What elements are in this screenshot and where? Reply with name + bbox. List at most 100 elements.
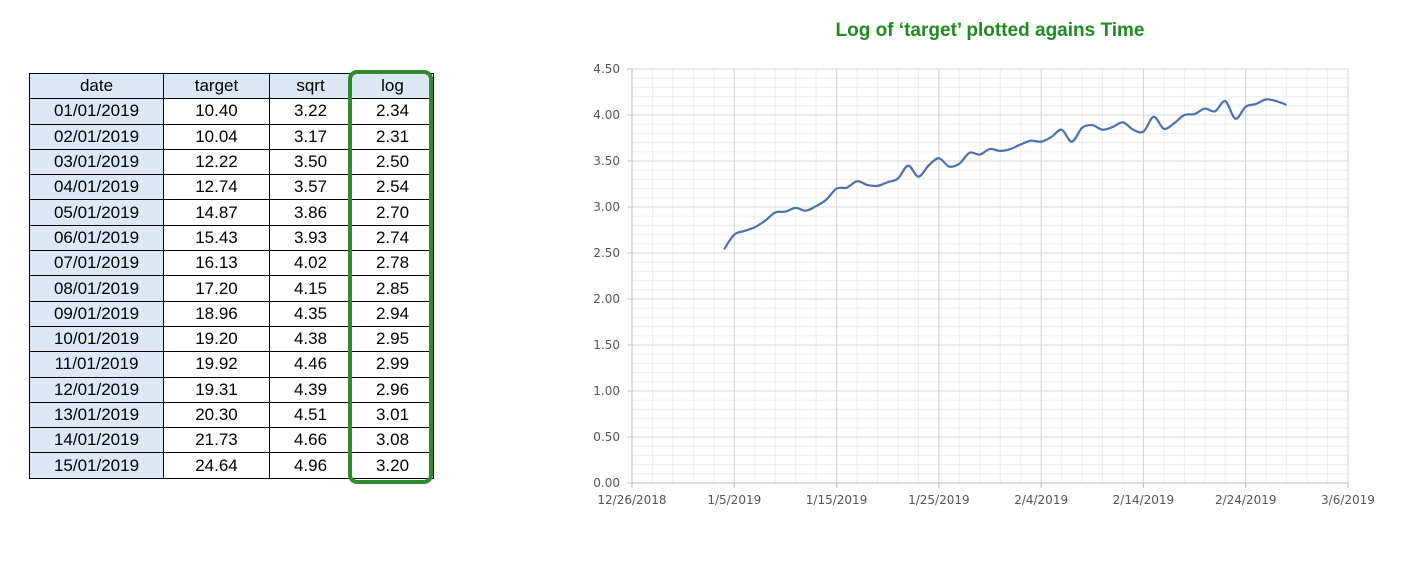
y-tick-label: 0.00: [593, 476, 620, 490]
header-sqrt[interactable]: sqrt: [269, 72, 352, 100]
cell-date[interactable]: 01/01/2019: [29, 98, 164, 125]
cell-log[interactable]: 2.74: [351, 224, 434, 252]
cell-log[interactable]: 2.78: [351, 250, 434, 277]
cell-target[interactable]: 24.64: [163, 452, 270, 479]
table-row: 10/01/2019 19.20 4.38 2.95: [29, 325, 434, 353]
cell-date[interactable]: 15/01/2019: [29, 452, 164, 479]
data-table: date target sqrt log 01/01/2019 10.40 3.22…: [29, 72, 434, 479]
cell-log[interactable]: 2.50: [351, 148, 434, 176]
table-header-row: date target sqrt log: [29, 72, 434, 100]
cell-date[interactable]: 05/01/2019: [29, 199, 164, 226]
table-row: 06/01/2019 15.43 3.93 2.74: [29, 224, 434, 252]
cell-target[interactable]: 17.20: [163, 275, 270, 302]
table-row: 13/01/2019 20.30 4.51 3.01: [29, 401, 434, 429]
x-tick-label: 12/26/2018: [597, 493, 666, 507]
table-row: 14/01/2019 21.73 4.66 3.08: [29, 427, 434, 454]
x-tick-label: 1/25/2019: [908, 493, 970, 507]
y-tick-label: 1.00: [593, 384, 620, 398]
cell-target[interactable]: 19.20: [163, 325, 270, 353]
y-tick-label: 4.00: [593, 108, 620, 122]
cell-sqrt[interactable]: 3.17: [269, 123, 352, 150]
y-tick-label: 0.50: [593, 430, 620, 444]
cell-sqrt[interactable]: 3.86: [269, 199, 352, 226]
cell-target[interactable]: 12.22: [163, 148, 270, 176]
x-tick-label: 1/5/2019: [707, 493, 761, 507]
y-tick-label: 4.50: [593, 62, 620, 76]
x-tick-label: 2/4/2019: [1014, 493, 1068, 507]
cell-target[interactable]: 19.31: [163, 376, 270, 403]
cell-date[interactable]: 02/01/2019: [29, 123, 164, 150]
cell-log[interactable]: 3.20: [351, 452, 434, 479]
cell-log[interactable]: 3.01: [351, 401, 434, 429]
cell-log[interactable]: 2.99: [351, 351, 434, 378]
y-tick-label: 3.50: [593, 154, 620, 168]
cell-sqrt[interactable]: 3.50: [269, 148, 352, 176]
cell-date[interactable]: 06/01/2019: [29, 224, 164, 252]
cell-target[interactable]: 21.73: [163, 427, 270, 454]
table-row: 12/01/2019 19.31 4.39 2.96: [29, 376, 434, 403]
x-tick-label: 1/15/2019: [806, 493, 868, 507]
cell-date[interactable]: 13/01/2019: [29, 401, 164, 429]
table-row: 11/01/2019 19.92 4.46 2.99: [29, 351, 434, 378]
cell-log[interactable]: 2.96: [351, 376, 434, 403]
cell-date[interactable]: 11/01/2019: [29, 351, 164, 378]
table-row: 01/01/2019 10.40 3.22 2.34: [29, 98, 434, 125]
cell-log[interactable]: 2.95: [351, 325, 434, 353]
cell-target[interactable]: 10.40: [163, 98, 270, 125]
data-table-container: date target sqrt log 01/01/2019 10.40 3.22…: [29, 72, 434, 479]
cell-date[interactable]: 04/01/2019: [29, 174, 164, 201]
cell-log[interactable]: 2.70: [351, 199, 434, 226]
cell-date[interactable]: 08/01/2019: [29, 275, 164, 302]
cell-log[interactable]: 2.85: [351, 275, 434, 302]
header-log[interactable]: log: [351, 72, 434, 100]
cell-sqrt[interactable]: 4.51: [269, 401, 352, 429]
cell-log[interactable]: 2.31: [351, 123, 434, 150]
cell-sqrt[interactable]: 4.02: [269, 250, 352, 277]
x-tick-label: 2/14/2019: [1113, 493, 1175, 507]
cell-sqrt[interactable]: 4.35: [269, 300, 352, 327]
x-tick-label: 3/6/2019: [1321, 493, 1375, 507]
cell-target[interactable]: 14.87: [163, 199, 270, 226]
cell-log[interactable]: 3.08: [351, 427, 434, 454]
y-tick-label: 3.00: [593, 200, 620, 214]
cell-target[interactable]: 15.43: [163, 224, 270, 252]
table-row: 08/01/2019 17.20 4.15 2.85: [29, 275, 434, 302]
table-row: 07/01/2019 16.13 4.02 2.78: [29, 250, 434, 277]
cell-target[interactable]: 12.74: [163, 174, 270, 201]
cell-sqrt[interactable]: 3.57: [269, 174, 352, 201]
series-line-log-target: [723, 98, 1288, 250]
cell-log[interactable]: 2.94: [351, 300, 434, 327]
cell-date[interactable]: 14/01/2019: [29, 427, 164, 454]
header-target[interactable]: target: [163, 72, 270, 100]
cell-date[interactable]: 07/01/2019: [29, 250, 164, 277]
cell-target[interactable]: 16.13: [163, 250, 270, 277]
cell-date[interactable]: 12/01/2019: [29, 376, 164, 403]
cell-target[interactable]: 20.30: [163, 401, 270, 429]
cell-target[interactable]: 10.04: [163, 123, 270, 150]
cell-date[interactable]: 03/01/2019: [29, 148, 164, 176]
cell-date[interactable]: 09/01/2019: [29, 300, 164, 327]
table-row: 15/01/2019 24.64 4.96 3.20: [29, 452, 434, 479]
table-row: 05/01/2019 14.87 3.86 2.70: [29, 199, 434, 226]
cell-sqrt[interactable]: 4.38: [269, 325, 352, 353]
header-date[interactable]: date: [29, 72, 164, 100]
cell-target[interactable]: 18.96: [163, 300, 270, 327]
y-tick-label: 1.50: [593, 338, 620, 352]
y-tick-label: 2.00: [593, 292, 620, 306]
x-tick-label: 2/24/2019: [1215, 493, 1277, 507]
cell-log[interactable]: 2.54: [351, 174, 434, 201]
cell-sqrt[interactable]: 3.93: [269, 224, 352, 252]
cell-sqrt[interactable]: 4.66: [269, 427, 352, 454]
chart-title: Log of ‘target’ plotted agains Time: [835, 20, 1145, 41]
cell-log[interactable]: 2.34: [351, 98, 434, 125]
table-row: 09/01/2019 18.96 4.35 2.94: [29, 300, 434, 327]
table-row: 04/01/2019 12.74 3.57 2.54: [29, 174, 434, 201]
cell-target[interactable]: 19.92: [163, 351, 270, 378]
cell-sqrt[interactable]: 3.22: [269, 98, 352, 125]
cell-date[interactable]: 10/01/2019: [29, 325, 164, 353]
y-tick-label: 2.50: [593, 246, 620, 260]
cell-sqrt[interactable]: 4.46: [269, 351, 352, 378]
cell-sqrt[interactable]: 4.96: [269, 452, 352, 479]
cell-sqrt[interactable]: 4.39: [269, 376, 352, 403]
cell-sqrt[interactable]: 4.15: [269, 275, 352, 302]
